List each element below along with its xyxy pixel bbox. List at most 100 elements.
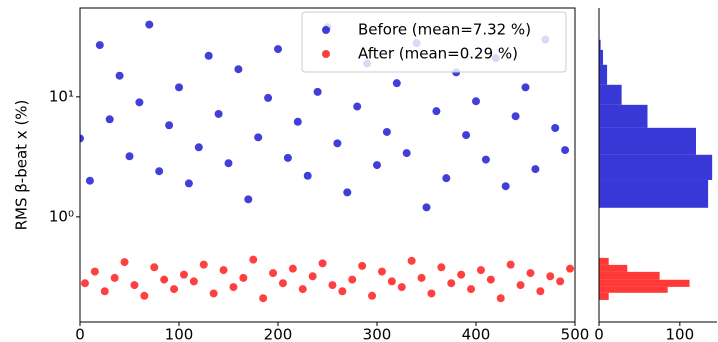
legend-label: After (mean=0.29 %) [358, 45, 518, 63]
point [333, 139, 342, 148]
point [204, 51, 213, 60]
plot-area [80, 20, 575, 303]
point [457, 270, 466, 279]
point [224, 159, 233, 168]
point [234, 65, 243, 74]
x-tick-label: 300 [363, 326, 392, 342]
legend-marker [322, 26, 330, 34]
point [476, 266, 485, 275]
point [288, 264, 297, 273]
point [481, 155, 490, 164]
point [95, 41, 104, 50]
point [472, 97, 480, 106]
legend-box [301, 11, 567, 73]
point [150, 263, 159, 272]
point [135, 98, 144, 107]
point [160, 275, 169, 284]
point [407, 256, 416, 265]
hist-bar [599, 264, 628, 272]
y-tick-label: 10⁰ [49, 207, 74, 225]
x-tick-label: 200 [264, 326, 293, 342]
point [427, 289, 436, 298]
point [165, 121, 174, 130]
hist-bar [599, 49, 604, 65]
point [402, 149, 411, 158]
point [531, 165, 540, 174]
point [120, 258, 129, 267]
point [353, 102, 362, 111]
point [293, 117, 302, 126]
point [501, 182, 510, 191]
point [442, 174, 451, 183]
point [264, 93, 273, 102]
point [100, 287, 109, 296]
point [269, 269, 278, 278]
x-tick-label: 100 [666, 326, 695, 342]
point [283, 153, 292, 162]
hist-bar [599, 64, 608, 85]
point [239, 273, 248, 282]
point [432, 107, 441, 116]
hist-bar [599, 179, 709, 208]
point [244, 195, 253, 204]
point [328, 281, 337, 290]
point [377, 267, 386, 276]
hist-bar [599, 279, 690, 287]
point [145, 20, 154, 29]
point [313, 87, 322, 96]
point [338, 287, 347, 296]
x-tick-label: 400 [462, 326, 491, 342]
point [229, 283, 238, 292]
point [566, 264, 575, 273]
x-tick-label: 0 [75, 326, 85, 342]
point [561, 146, 570, 155]
point [105, 115, 114, 124]
point [348, 275, 357, 284]
point [358, 261, 367, 270]
point [189, 277, 198, 286]
point [417, 273, 426, 282]
point [85, 176, 94, 185]
point [387, 277, 396, 286]
point [556, 277, 565, 286]
x-tick-label: 0 [594, 326, 604, 342]
hist-bar [599, 292, 609, 300]
point [462, 131, 471, 140]
point [397, 283, 406, 292]
point [392, 79, 401, 88]
axes-frame [79, 7, 576, 323]
hist-bar [599, 257, 609, 265]
point [511, 112, 520, 121]
point [175, 83, 183, 92]
hist-bar [599, 84, 622, 105]
point [125, 152, 134, 161]
point [506, 260, 515, 269]
point [249, 255, 258, 264]
point [496, 294, 505, 303]
point [516, 281, 525, 290]
point [219, 266, 228, 275]
point [437, 263, 446, 272]
point [179, 270, 188, 279]
point [110, 273, 119, 282]
legend-marker [322, 50, 330, 58]
point [298, 285, 307, 294]
point [422, 203, 431, 212]
point [368, 291, 377, 300]
point [170, 285, 179, 294]
point [140, 291, 149, 300]
point [90, 267, 99, 276]
point [526, 269, 535, 278]
point [486, 275, 495, 284]
x-tick-label: 100 [165, 326, 194, 342]
point [259, 294, 268, 303]
point [80, 279, 89, 288]
y-axis-label: RMS β-beat x (%) [13, 100, 31, 231]
point [521, 83, 530, 92]
point [447, 279, 456, 288]
point [184, 179, 193, 188]
point [194, 143, 203, 152]
point [254, 133, 263, 142]
point [536, 287, 545, 296]
